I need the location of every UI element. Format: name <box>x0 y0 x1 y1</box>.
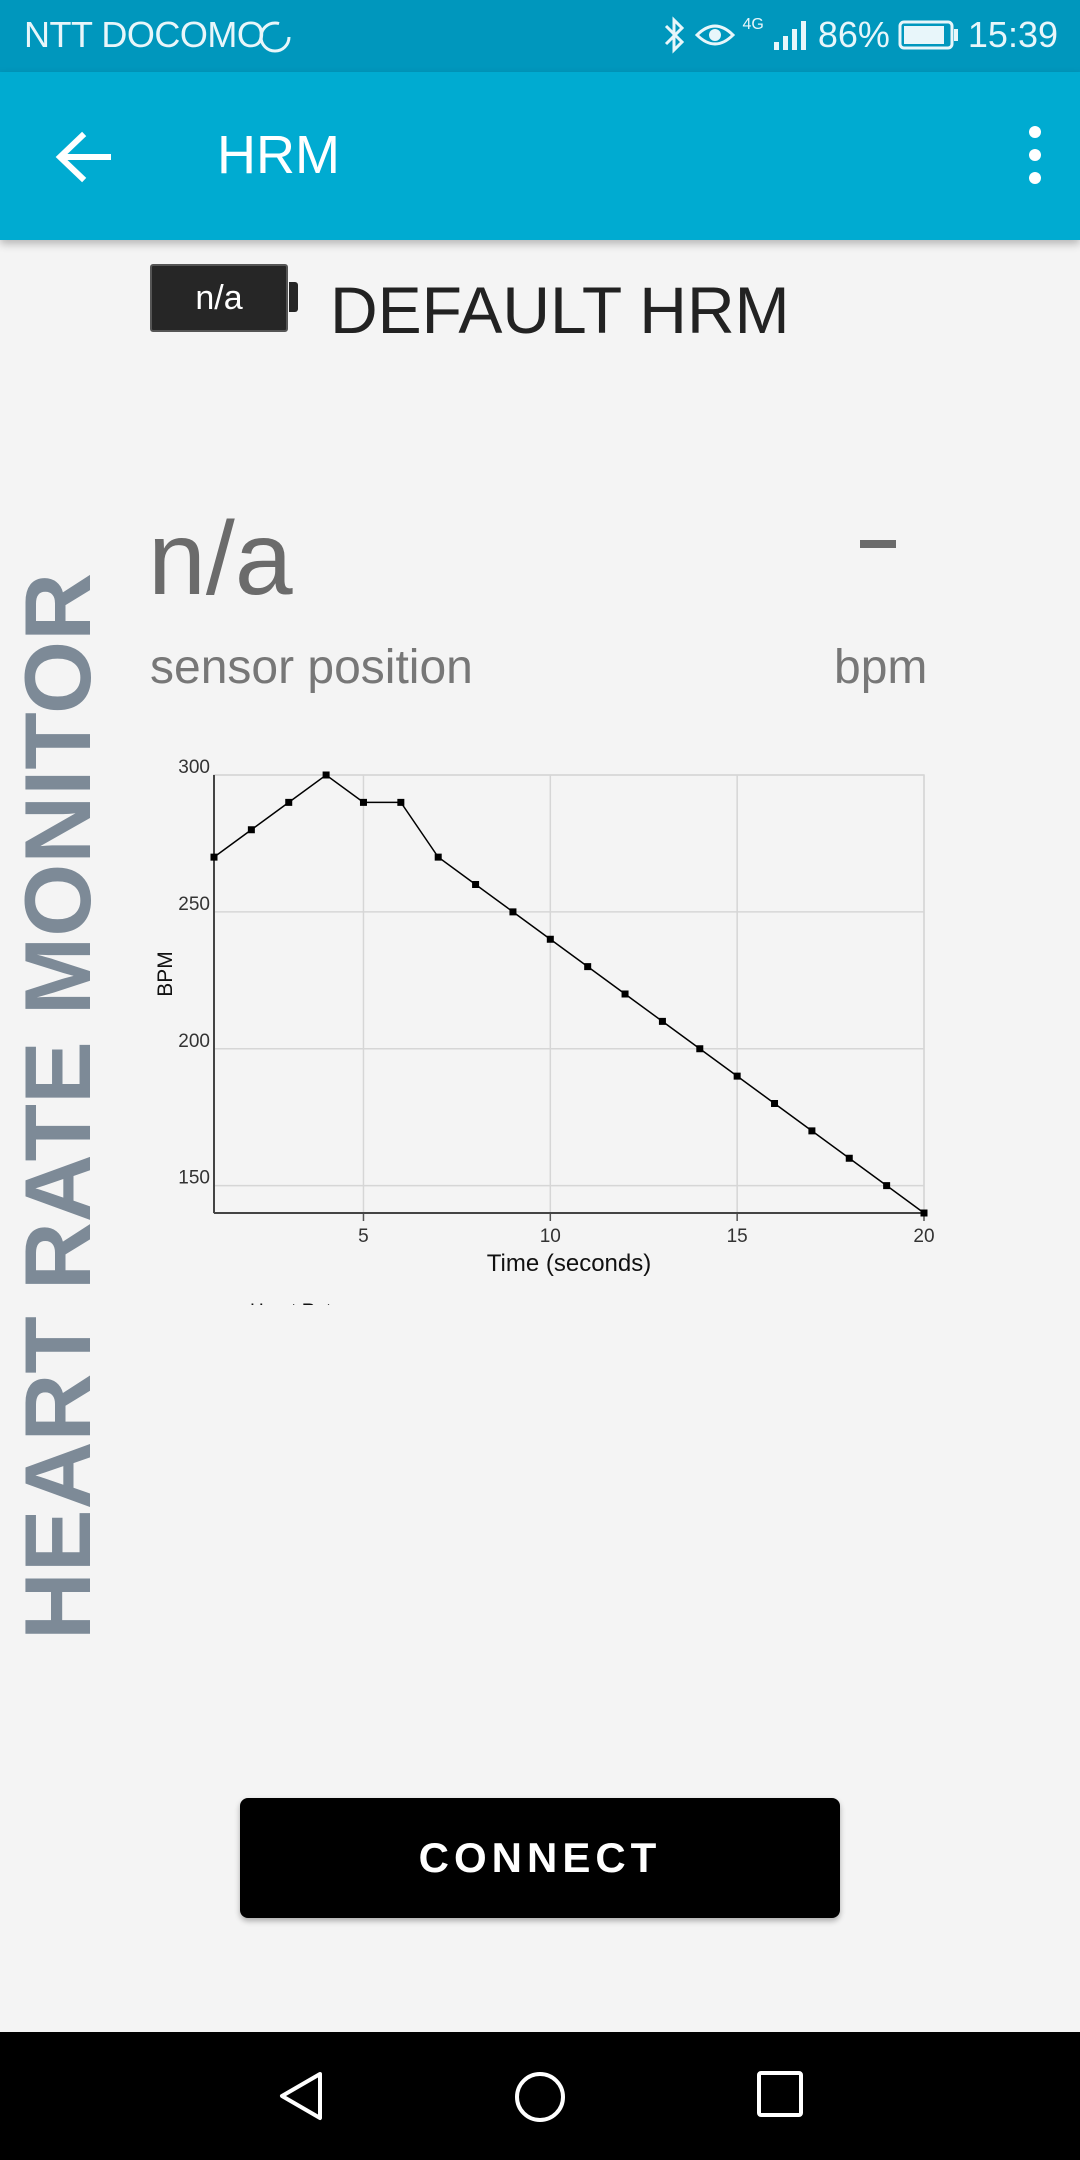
x-tick-label: 20 <box>913 1226 934 1247</box>
more-vert-icon[interactable] <box>1020 120 1050 190</box>
app-title: HRM <box>217 125 340 185</box>
x-axis-title: Time (seconds) <box>487 1250 651 1277</box>
signal-icon <box>773 21 806 50</box>
sensor-position-value: n/a <box>148 501 293 617</box>
heart-rate-line <box>213 774 925 1214</box>
x-tick-label: 5 <box>358 1226 369 1247</box>
status-bar: NTT DOCOMO 4G 86% 15:39 <box>0 0 1080 72</box>
status-icons: 4G 86% 15:39 <box>661 14 1058 56</box>
carrier-name: NTT DOCOMO <box>24 14 265 55</box>
heart-rate-point <box>696 1045 704 1053</box>
heart-rate-point <box>210 853 218 861</box>
recents-square-icon[interactable] <box>756 2070 804 2118</box>
battery-nub <box>289 282 298 312</box>
heart-rate-monitor-label: HEART RATE MONITOR <box>5 572 110 1640</box>
bpm-value <box>860 540 896 548</box>
app-bar: HRM <box>0 72 1080 240</box>
heart-rate-point <box>883 1182 891 1190</box>
device-battery-indicator: n/a <box>150 264 288 332</box>
heart-rate-point <box>771 1100 779 1107</box>
y-tick-label: 150 <box>178 1168 210 1189</box>
heart-rate-chart: 150 200 250 300 5 10 15 20 Time (seconds) BPM Hear… <box>154 757 935 1305</box>
home-circle-icon[interactable] <box>513 2070 567 2124</box>
clock: 15:39 <box>967 14 1058 55</box>
y-tick-label: 300 <box>178 757 210 778</box>
battery-percent: 86% <box>817 14 890 55</box>
heart-rate-point <box>808 1127 816 1135</box>
heart-rate-point <box>621 990 629 998</box>
legend-label: Heart Rate <box>250 1301 342 1305</box>
x-tick-label: 10 <box>540 1226 561 1247</box>
heart-rate-point <box>472 881 480 888</box>
y-tick-label: 200 <box>178 1031 210 1052</box>
system-nav-bar <box>0 2032 1080 2160</box>
plot-frame <box>213 774 925 1214</box>
heart-rate-point <box>920 1209 928 1217</box>
heart-rate-point <box>434 853 442 861</box>
sensor-position-label: sensor position <box>150 641 473 694</box>
heart-rate-point <box>733 1072 741 1080</box>
network-type: 4G <box>742 16 764 33</box>
x-tick-label: 15 <box>727 1226 748 1247</box>
device-battery-label: n/a <box>195 279 243 317</box>
device-name: DEFAULT HRM <box>330 273 790 347</box>
y-tick-label: 250 <box>178 894 210 915</box>
heart-rate-point <box>359 798 367 806</box>
back-triangle-icon[interactable] <box>276 2070 328 2122</box>
connect-button[interactable]: CONNECT <box>240 1798 840 1918</box>
heart-rate-point <box>247 826 255 834</box>
heart-rate-point <box>322 771 330 779</box>
heart-rate-point <box>397 798 405 806</box>
heart-rate-point <box>285 798 293 806</box>
bpm-label: bpm <box>834 641 928 694</box>
y-axis-title: BPM <box>154 951 177 997</box>
eye-icon <box>694 24 735 46</box>
loading-icon <box>259 21 291 53</box>
bluetooth-icon <box>664 16 684 54</box>
heart-rate-point <box>845 1154 853 1162</box>
arrow-back-icon[interactable] <box>52 126 114 188</box>
heart-rate-point <box>546 935 554 943</box>
heart-rate-point <box>658 1017 666 1025</box>
heart-rate-point <box>509 908 517 916</box>
battery-icon <box>898 20 958 50</box>
heart-rate-point <box>584 963 592 971</box>
